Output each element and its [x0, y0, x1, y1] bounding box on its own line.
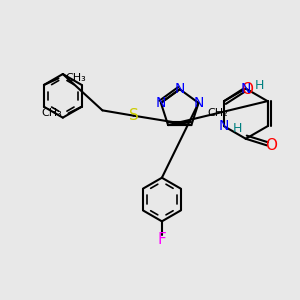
Text: CH₃: CH₃ — [41, 108, 62, 118]
Text: N: N — [194, 96, 204, 110]
Text: N: N — [156, 96, 166, 110]
Text: N: N — [241, 82, 251, 96]
Text: F: F — [158, 232, 166, 247]
Text: O: O — [266, 138, 278, 153]
Text: N: N — [175, 82, 185, 96]
Text: S: S — [129, 108, 138, 123]
Text: N: N — [219, 119, 229, 133]
Text: H: H — [254, 80, 264, 92]
Text: O: O — [241, 82, 253, 97]
Text: H: H — [232, 122, 242, 135]
Text: CH₃: CH₃ — [65, 73, 86, 83]
Text: CH₂: CH₂ — [208, 108, 228, 118]
